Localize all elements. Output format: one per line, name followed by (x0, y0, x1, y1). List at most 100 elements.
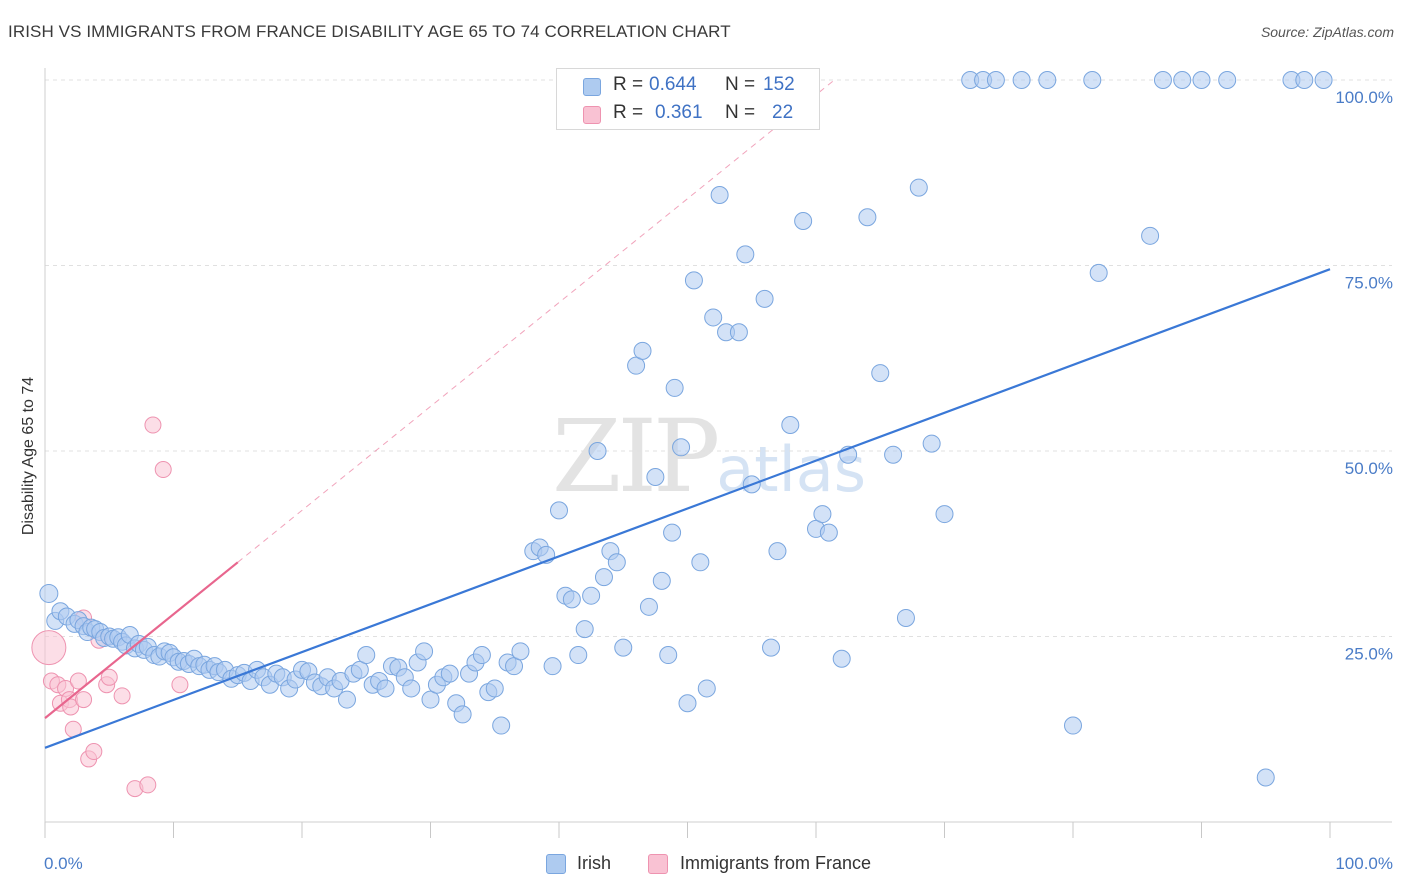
irish-point (884, 445, 903, 464)
irish-point (781, 416, 800, 435)
legend-irish-r-value: 0.644 (649, 74, 697, 95)
irish-point (357, 646, 376, 665)
source-label: Source: ZipAtlas.com (1260, 24, 1394, 40)
france-trend-line (44, 561, 239, 719)
y-tick-label-100: 100.0% (1335, 88, 1393, 107)
irish-point (1192, 71, 1211, 89)
irish-point (652, 571, 671, 590)
legend-item-irish-swatch (546, 854, 566, 874)
y-tick-label-50: 50.0% (1345, 459, 1393, 478)
irish-point (659, 646, 678, 665)
france-point (62, 698, 80, 716)
irish-point (505, 657, 524, 676)
irish-point (755, 289, 774, 308)
irish-point (794, 211, 813, 230)
france-trend-extension (237, 79, 835, 563)
legend-france-r-label: R = (613, 102, 644, 123)
irish-point (922, 434, 941, 453)
irish-point (562, 590, 581, 609)
france-point (31, 630, 67, 666)
france-point (85, 743, 103, 761)
irish-point (588, 442, 607, 460)
irish-point (909, 178, 928, 197)
legend-france-n-value: 22 (772, 102, 794, 123)
irish-point (594, 568, 613, 587)
france-point (100, 668, 118, 686)
irish-point (986, 71, 1005, 89)
irish-point (1256, 768, 1275, 787)
irish-point (729, 323, 748, 342)
watermark: ZIPatlas (552, 398, 866, 515)
france-point (69, 672, 87, 690)
irish-point (813, 505, 832, 524)
legend-swatch-france (583, 106, 601, 124)
irish-point (871, 364, 890, 383)
irish-point (697, 679, 716, 698)
irish-point (607, 553, 626, 572)
irish-point (472, 646, 491, 665)
irish-trend-line (44, 268, 1331, 749)
irish-point (1173, 71, 1192, 89)
irish-point (614, 638, 633, 657)
legend-irish-n-label: N = (725, 74, 756, 95)
gridlines (45, 79, 1392, 637)
irish-point (896, 608, 915, 627)
irish-point (646, 467, 665, 486)
france-point (75, 691, 93, 709)
irish-point (672, 438, 691, 457)
irish-point (1153, 71, 1172, 89)
irish-point (639, 597, 658, 616)
france-point (144, 416, 162, 434)
irish-point (710, 186, 729, 205)
irish-point (1295, 71, 1314, 89)
chart-title: IRISH VS IMMIGRANTS FROM FRANCE DISABILI… (8, 22, 731, 41)
irish-point (665, 378, 684, 397)
irish-point (684, 271, 703, 290)
legend-row-france: R = 0.361 N = 22 (557, 102, 819, 130)
watermark-zip: ZIP (552, 398, 720, 515)
irish-point (550, 501, 568, 520)
france-point (139, 776, 157, 794)
irish-point (935, 505, 954, 524)
irish-point (511, 642, 530, 661)
irish-point (575, 620, 594, 639)
irish-point (858, 208, 877, 227)
irish-point (376, 679, 395, 698)
x-tick-label-min: 0.0% (44, 854, 83, 873)
legend-france-n-label: N = (725, 102, 756, 123)
irish-point (39, 583, 59, 603)
legend-france-r-value: 0.361 (655, 102, 703, 123)
irish-point (350, 660, 369, 679)
legend-irish-n-value: 152 (763, 74, 795, 95)
series-france-points (31, 416, 189, 798)
legend-swatch-irish (583, 78, 601, 96)
irish-point (485, 679, 504, 698)
irish-point (1012, 71, 1031, 89)
y-tick-label-25: 25.0% (1345, 645, 1393, 664)
irish-point (762, 638, 781, 657)
irish-point (582, 586, 601, 605)
correlation-legend: R = 0.644 N = 152 R = 0.361 N = 22 (556, 68, 820, 130)
irish-point (415, 642, 434, 661)
irish-point (337, 690, 356, 709)
y-axis-title: Disability Age 65 to 74 (20, 377, 37, 535)
irish-point (1089, 263, 1108, 282)
irish-point (1141, 226, 1160, 245)
irish-point (678, 694, 697, 713)
irish-point (663, 523, 682, 542)
axes (44, 68, 1392, 838)
irish-point (819, 523, 838, 542)
x-tick-label-max: 100.0% (1335, 854, 1393, 873)
legend-item-france-swatch (648, 854, 668, 874)
legend-irish-r-label: R = (613, 74, 644, 95)
trend-lines (44, 79, 1331, 749)
tick-labels: 25.0% 50.0% 75.0% 100.0% 0.0% 100.0% Disabilit… (20, 88, 1393, 873)
irish-point (633, 341, 652, 360)
legend-row-irish: R = 0.644 N = 152 (557, 74, 819, 102)
irish-point (453, 705, 472, 724)
legend-item-france-label: Immigrants from France (680, 853, 872, 873)
irish-point (1314, 71, 1333, 89)
irish-point (1064, 716, 1082, 735)
y-tick-label-75: 75.0% (1345, 274, 1393, 293)
